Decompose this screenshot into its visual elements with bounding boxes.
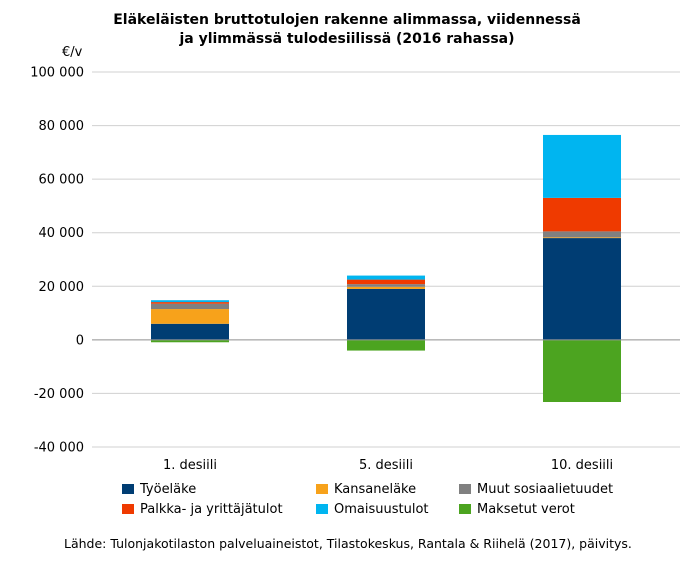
y-tick-label: 80 000 bbox=[39, 119, 85, 134]
y-tick-label: 60 000 bbox=[39, 173, 85, 188]
y-tick-label: -40 000 bbox=[34, 441, 84, 456]
y-tick-label: 40 000 bbox=[39, 226, 85, 241]
y-axis-tick-labels: 100 000 80 000 60 000 40 000 20 000 0 -20 000 -… bbox=[30, 66, 84, 456]
bar-segment bbox=[151, 309, 229, 324]
bar-segment bbox=[543, 197, 621, 232]
legend-swatch bbox=[459, 504, 471, 514]
bar-segment bbox=[543, 237, 621, 239]
bar-segment bbox=[543, 238, 621, 340]
legend-swatch bbox=[316, 504, 328, 514]
bar-segment bbox=[151, 303, 229, 310]
bar-segment bbox=[347, 279, 425, 285]
unit-label: €/v bbox=[62, 45, 83, 60]
legend-label: Muut sosiaalietuudet bbox=[477, 482, 613, 497]
legend-swatch bbox=[316, 484, 328, 494]
legend: Työeläke Kansaneläke Muut sosiaalietuudet P… bbox=[122, 482, 613, 517]
bars bbox=[151, 134, 621, 402]
legend-swatch bbox=[122, 504, 134, 514]
bar-segment bbox=[543, 134, 621, 198]
bar-segment bbox=[151, 302, 229, 304]
bar-segment bbox=[347, 339, 425, 351]
legend-swatch bbox=[459, 484, 471, 494]
chart-title-line-2: ja ylimmässä tulodesiilissä (2016 rahass… bbox=[178, 31, 514, 47]
source-note: Lähde: Tulonjakotilaston palveluaineisto… bbox=[64, 536, 632, 551]
legend-label: Työeläke bbox=[139, 482, 196, 497]
chart-title-line-1: Eläkeläisten bruttotulojen rakenne alimm… bbox=[113, 12, 581, 28]
y-tick-label: 20 000 bbox=[39, 280, 85, 295]
bar-segment bbox=[347, 275, 425, 280]
y-tick-label: 100 000 bbox=[30, 66, 84, 81]
x-axis-category-labels: 1. desiili 5. desiili 10. desiili bbox=[163, 458, 613, 473]
legend-label: Kansaneläke bbox=[334, 482, 416, 497]
bar-segment bbox=[151, 300, 229, 303]
legend-label: Maksetut verot bbox=[477, 502, 575, 517]
bar-segment bbox=[347, 288, 425, 340]
category-label: 1. desiili bbox=[163, 458, 217, 473]
bar-segment bbox=[543, 231, 621, 238]
legend-label: Palkka- ja yrittäjätulot bbox=[140, 502, 283, 517]
legend-label: Omaisuustulot bbox=[334, 502, 429, 517]
y-tick-label: -20 000 bbox=[34, 387, 84, 402]
bar-segment bbox=[151, 323, 229, 340]
bar-segment bbox=[543, 339, 621, 402]
category-label: 5. desiili bbox=[359, 458, 413, 473]
bar-segment bbox=[347, 286, 425, 289]
bar-segment bbox=[347, 284, 425, 287]
legend-swatch bbox=[122, 484, 134, 494]
bar-segment bbox=[151, 339, 229, 343]
y-tick-label: 0 bbox=[76, 333, 84, 348]
category-label: 10. desiili bbox=[551, 458, 613, 473]
